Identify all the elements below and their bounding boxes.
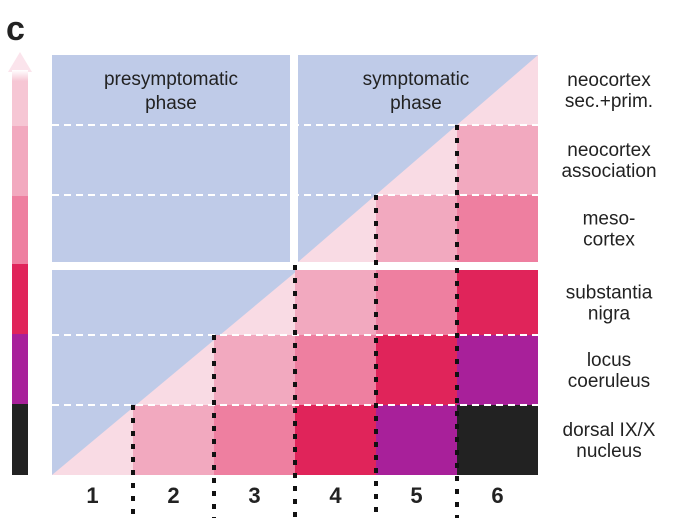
cell [295,405,376,475]
cell [457,405,538,475]
phase-label: phase [145,93,197,114]
stage-number: 3 [248,483,260,508]
cell [214,405,295,475]
region-label: coeruleus [568,371,650,392]
region-label: meso- [583,209,636,230]
cell [214,335,295,405]
cell [457,195,538,262]
cell [133,405,214,475]
region-label: nigra [588,304,631,325]
cell [457,270,538,335]
region-label: association [561,161,656,182]
cell [376,270,457,335]
cell [457,125,538,195]
cell [376,405,457,475]
stage-number: 4 [329,483,342,508]
phase-label: phase [390,93,442,114]
phase-label: presymptomatic [104,69,238,90]
region-label: substantia [566,283,653,304]
cell [295,270,376,335]
region-label: neocortex [567,70,651,91]
cell [457,335,538,405]
stage-number: 1 [86,483,98,508]
stage-number: 2 [167,483,179,508]
region-label: locus [587,350,631,371]
region-label: sec.+prim. [565,91,653,112]
labels: presymptomatic phase symptomatic phase neoco… [86,69,656,508]
cell [376,335,457,405]
cell [376,195,457,262]
lines [52,124,538,518]
region-label: dorsal IX/X [563,420,656,441]
cells [133,125,538,475]
phase-label: symptomatic [363,69,470,90]
region-label: nucleus [576,441,642,462]
severity-bar [8,52,32,475]
region-label: neocortex [567,140,651,161]
stage-number: 6 [491,483,503,508]
cell [295,335,376,405]
stage-number: 5 [410,483,422,508]
panel-letter: c [6,10,25,48]
region-label: cortex [583,230,635,251]
